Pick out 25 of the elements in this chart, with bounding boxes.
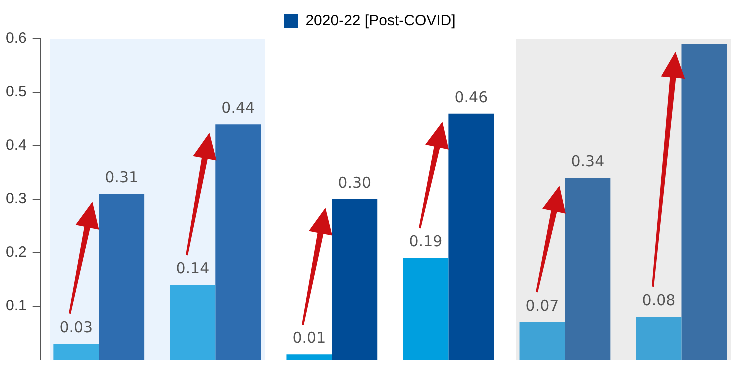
bar <box>170 285 216 360</box>
bar <box>286 354 332 360</box>
bar <box>54 344 100 360</box>
y-tick-label: 0.6 <box>6 30 27 48</box>
bar <box>403 258 449 360</box>
bar <box>636 317 682 360</box>
bar <box>520 322 566 360</box>
data-label: 0.14 <box>176 259 210 278</box>
legend-label: 2020-22 [Post-COVID] <box>306 12 456 30</box>
data-label: 0.01 <box>292 329 326 348</box>
y-tick-label: 0.1 <box>6 298 27 315</box>
data-label: 0.08 <box>642 292 676 310</box>
y-tick-label: 0.4 <box>6 137 27 154</box>
data-label: 0.19 <box>409 232 443 251</box>
data-label: 0.03 <box>60 318 94 336</box>
y-tick-label: 0.5 <box>6 84 27 101</box>
data-label: 0.30 <box>338 174 372 192</box>
data-label: 0.44 <box>222 98 256 117</box>
bar <box>448 114 494 360</box>
data-label: 0.34 <box>571 152 605 170</box>
data-label: 0.46 <box>454 88 488 106</box>
y-tick-label: 0.3 <box>6 190 27 208</box>
y-tick-label: 0.2 <box>6 244 27 262</box>
data-label: 0.31 <box>105 168 139 187</box>
data-label: 0.07 <box>526 296 560 315</box>
